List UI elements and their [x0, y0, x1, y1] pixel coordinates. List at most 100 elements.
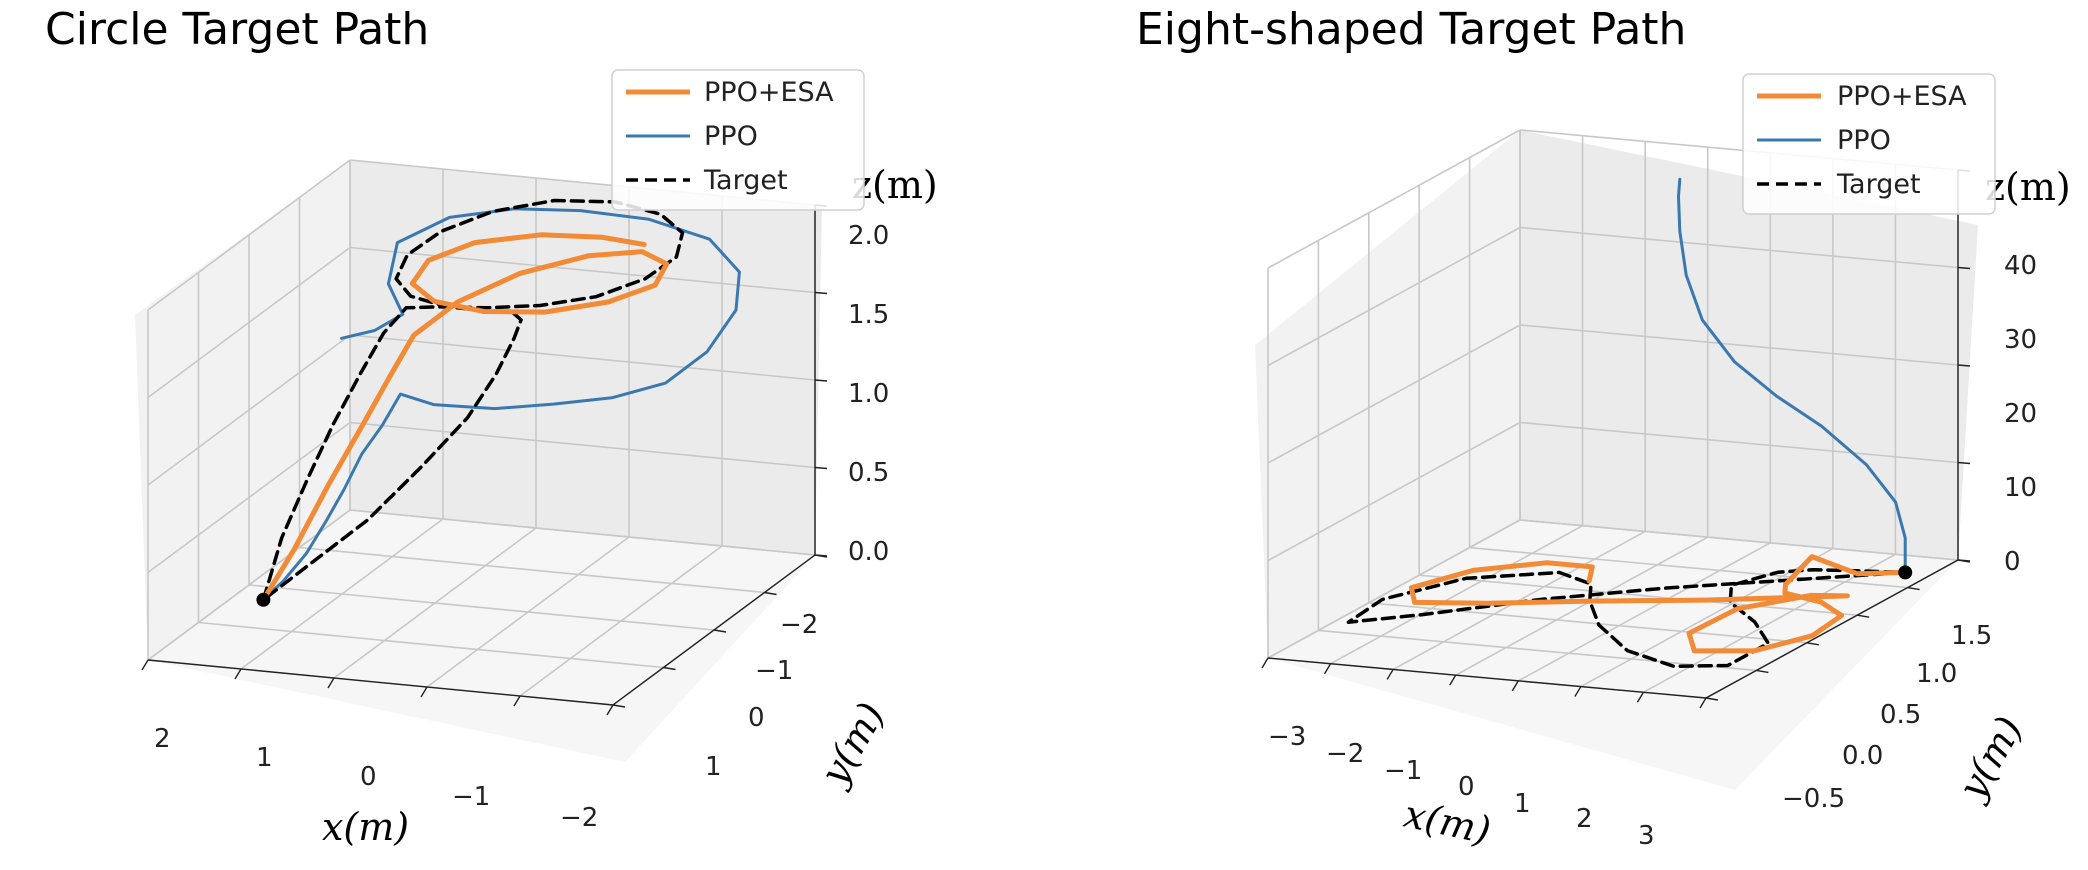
grid-line [1267, 519, 1521, 659]
legend: PPO+ESA PPO Target [611, 69, 865, 211]
series-line-ppo-esa [1408, 554, 1908, 654]
z-tick-label: 1.5 [848, 300, 889, 330]
z-tick-mark [1957, 266, 1971, 270]
y-axis-line [1705, 559, 1959, 699]
grid-line [349, 421, 816, 469]
chart-title: Circle Target Path [45, 4, 429, 55]
series-lines [260, 198, 741, 603]
y-tick-label: 1.0 [1916, 659, 1957, 689]
y-tick-mark [814, 554, 828, 558]
z-tick-mark [814, 291, 828, 295]
eight-shaped-target-chart: Eight-shaped Target Path 0 10 20 30 40 −… [1136, 4, 2071, 853]
grid-line [1267, 421, 1521, 562]
legend-label: PPO [1837, 125, 1891, 156]
z-tick-labels: 0 10 20 30 40 [2004, 251, 2037, 577]
y-tick-labels: −2 −1 0 1 [705, 610, 818, 782]
series-line-ppo [261, 207, 741, 602]
x-tick-mark [420, 686, 428, 698]
y-tick-mark [1857, 614, 1870, 618]
grid-line [248, 584, 715, 631]
x-tick-label: 3 [1638, 821, 1655, 851]
grid-line [147, 246, 351, 399]
grid-line [147, 334, 351, 486]
x-axis-line [1267, 657, 1707, 699]
grid-line [1519, 519, 1959, 561]
z-tick-mark [1957, 461, 1971, 465]
grid-line [1318, 629, 1757, 672]
z-tick-label: 0.5 [848, 458, 889, 488]
x-tick-mark [606, 704, 614, 716]
y-tick-mark [663, 666, 676, 671]
y-tick-labels: 1.5 1.0 0.5 0.0 −0.5 [1782, 621, 1992, 814]
start-point [256, 592, 271, 607]
tick-marks [141, 204, 828, 716]
legend-label: PPO [704, 121, 758, 152]
z-tick-labels: 0.0 0.5 1.0 1.5 2.0 [848, 221, 889, 567]
z-tick-mark [1957, 364, 1971, 367]
legend-label: PPO+ESA [704, 77, 834, 108]
grid-line [1519, 226, 1959, 269]
grid-line [1267, 129, 1521, 269]
z-tick-mark [814, 466, 828, 470]
x-tick-mark [1449, 674, 1457, 686]
x-tick-label: 0 [360, 762, 377, 792]
x-tick-mark [234, 668, 242, 680]
x-tick-label: 0 [1458, 772, 1475, 802]
y-tick-label: 0 [748, 703, 765, 733]
y-tick-mark [1907, 586, 1920, 591]
y-tick-mark [1957, 559, 1971, 563]
series-lines [1346, 177, 1908, 669]
z-tick-label: 20 [2004, 399, 2037, 429]
z-tick-label: 10 [2004, 473, 2037, 503]
grid-line [1519, 324, 1959, 366]
z-tick-label: 0 [2004, 547, 2021, 577]
x-tick-mark [513, 695, 521, 707]
grid-line [1419, 574, 1858, 616]
y-tick-mark [1806, 642, 1819, 646]
grid-line [1267, 324, 1521, 464]
z-tick-mark [814, 379, 828, 382]
y-tick-mark [1705, 697, 1719, 701]
series-line-target [261, 198, 685, 602]
x-tick-mark [327, 677, 335, 689]
grid-line [299, 546, 765, 594]
x-tick-mark [1699, 697, 1707, 709]
x-axis-label: x(m) [1400, 792, 1494, 853]
grid-line [1643, 553, 1896, 693]
grid-line [349, 334, 816, 381]
y-axis-label: y(m) [1949, 709, 2032, 808]
legend-label: PPO+ESA [1837, 81, 1967, 112]
x-tick-mark [1386, 669, 1394, 680]
grid-line [1469, 546, 1908, 589]
floor-pane [148, 510, 815, 762]
y-tick-label: 0.0 [1842, 741, 1883, 771]
x-tick-label: 1 [256, 743, 273, 773]
x-tick-mark [1636, 691, 1645, 703]
legend-box [1742, 73, 1996, 215]
y-tick-mark [612, 704, 626, 708]
back-pane-left [135, 160, 350, 660]
x-tick-label: 1 [1514, 789, 1531, 819]
z-tick-label: 0.0 [848, 537, 889, 567]
grid-line [1517, 542, 1771, 682]
grid-line [1368, 602, 1807, 644]
z-tick-label: 2.0 [848, 221, 889, 251]
x-tick-label: −1 [452, 782, 490, 812]
grid-line [147, 159, 351, 311]
start-point [1898, 565, 1913, 580]
y-tick-label: 1.5 [1951, 621, 1992, 651]
x-tick-label: −2 [1326, 739, 1364, 769]
x-tick-mark [141, 659, 149, 671]
grid-line [1330, 525, 1583, 665]
x-tick-label: −2 [560, 803, 598, 833]
grid-line [147, 421, 351, 574]
legend-label: Target [703, 165, 788, 196]
y-tick-mark [713, 629, 727, 633]
legend-box [611, 69, 865, 211]
z-axis-label: z(m) [1985, 165, 2071, 209]
x-tick-label: 2 [154, 724, 171, 754]
tick-marks [1261, 169, 1971, 709]
y-tick-label: 0.5 [1880, 700, 1921, 730]
grid-line [1455, 536, 1709, 676]
